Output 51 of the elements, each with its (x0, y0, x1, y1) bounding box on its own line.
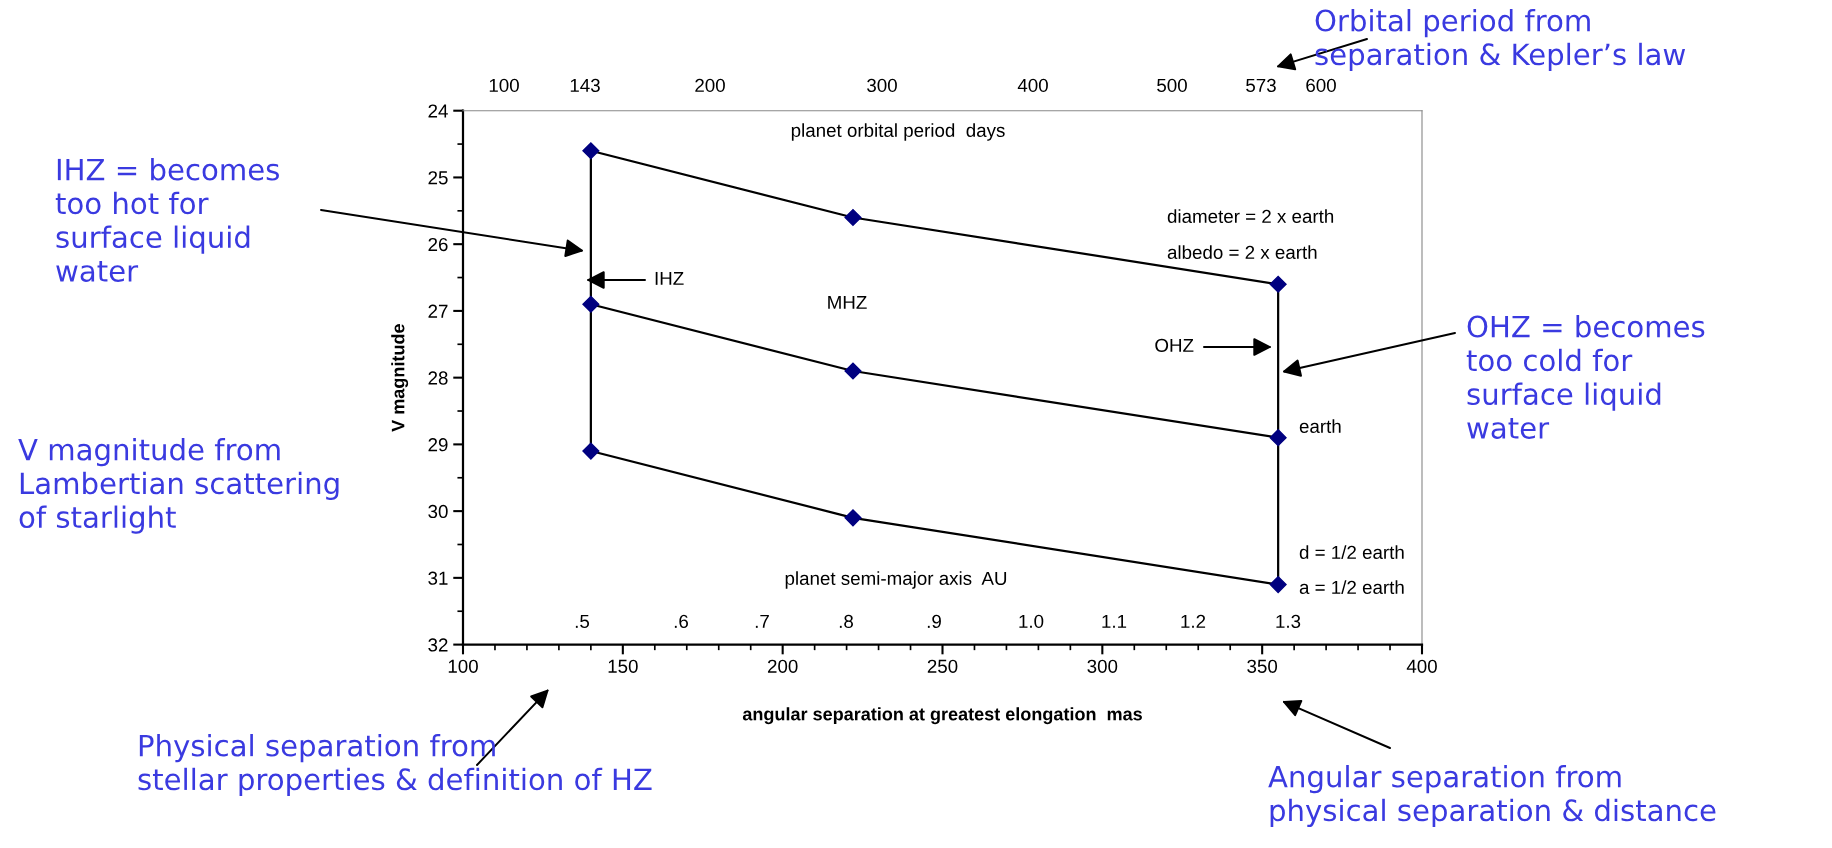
text: 300 (867, 78, 897, 93)
annotation: IHZ (655, 271, 684, 285)
x-tick-label: 250 (927, 659, 958, 673)
y-tick-label: 24 (428, 104, 448, 118)
y-axis-title: V magnitude (391, 324, 409, 432)
y-tick-label: 25 (428, 171, 448, 185)
annotation: 1.1 (1102, 614, 1127, 628)
y-tick-label: 28 (428, 371, 448, 385)
text: Orbital period from separation & Kepler’s law (1315, 9, 1686, 71)
annotation: 1.0 (1019, 614, 1044, 629)
x-axis-title: angular separation at greatest elongation mas (742, 707, 1142, 725)
x-tick-label: 400 (1406, 659, 1437, 673)
text: 573 (1246, 78, 1276, 93)
x-tick-label: 100 (448, 659, 478, 673)
annotation: planet orbital period days (791, 123, 1005, 141)
text: IHZ = becomes too hot for surface liquid water (55, 158, 279, 282)
x-tick-label: 350 (1247, 659, 1278, 673)
annotation: albedo = 2 x earth (1167, 245, 1317, 260)
annotation: 1.3 (1276, 614, 1301, 629)
annotation: OHZ (1155, 338, 1194, 353)
y-tick-label: 32 (428, 638, 448, 652)
annotation: .7 (755, 614, 769, 628)
text: 600 (1306, 78, 1336, 93)
y-tick-label: 26 (428, 237, 448, 252)
text: 200 (695, 78, 725, 93)
annotation: a = 1/2 earth (1299, 580, 1404, 595)
text: 500 (1157, 78, 1187, 93)
text: Angular separation from physical separation & distance (1268, 765, 1716, 827)
text: OHZ = becomes too cold for surface liquid water (1466, 315, 1705, 439)
x-tick-label: 150 (608, 659, 638, 673)
annotation: earth (1299, 419, 1341, 434)
x-tick-label: 300 (1087, 659, 1118, 673)
annotation: planet semi-major axis AU (785, 571, 1007, 589)
annotation: .5 (575, 614, 590, 629)
annotation: d = 1/2 earth (1299, 545, 1404, 560)
annotation: .6 (674, 614, 688, 629)
y-tick-label: 29 (428, 438, 448, 452)
y-tick-label: 30 (428, 504, 448, 519)
y-tick-label: 31 (428, 571, 448, 585)
x-tick-label: 200 (767, 659, 798, 673)
text: V magnitude from Lambertian scattering of starlight (18, 438, 339, 534)
text: 143 (570, 78, 600, 93)
text: 400 (1017, 78, 1048, 93)
text: Physical separation from stellar properties & definition of HZ (138, 734, 652, 796)
y-tick-label: 27 (428, 304, 448, 318)
annotation: MHZ (828, 295, 867, 309)
annotation: 1.2 (1181, 614, 1206, 628)
text: 100 (489, 78, 519, 93)
annotation: .8 (839, 614, 853, 629)
annotation: .9 (927, 614, 941, 629)
annotation: diameter = 2 x earth (1167, 209, 1334, 224)
